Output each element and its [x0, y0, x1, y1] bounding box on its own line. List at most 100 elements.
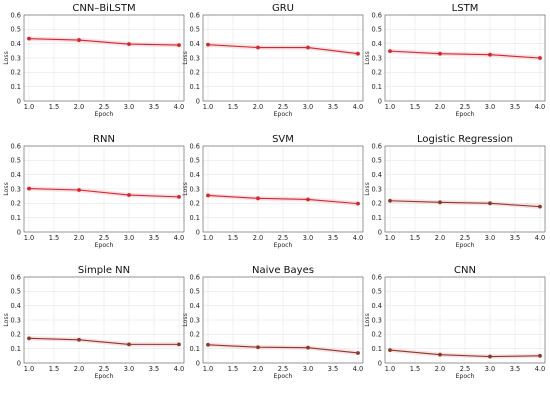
- data-point: [206, 342, 210, 347]
- data-point: [488, 52, 492, 57]
- x-tick-label: 2.0: [74, 234, 85, 242]
- data-point: [256, 196, 260, 201]
- y-tick-label: 0.4: [372, 302, 383, 310]
- y-tick-label: 0: [17, 97, 21, 105]
- data-point: [77, 337, 81, 342]
- x-tick-label: 1.0: [24, 365, 35, 373]
- x-tick-label: 3.5: [149, 234, 160, 242]
- panel-title: LSTM: [452, 3, 479, 14]
- y-tick-label: 0.4: [190, 171, 201, 179]
- y-tick-label: 0.2: [372, 200, 383, 208]
- panel-7: Simple NN 0 0.1 0.2 0.3 0.4 0.5 0.6 1.0 1.5 2.0 2.5…: [3, 265, 185, 380]
- x-tick-label: 3.0: [124, 103, 135, 111]
- x-tick-label: 3.5: [328, 234, 339, 242]
- panel-title: SVM: [272, 134, 294, 145]
- y-tick-label: 0.2: [190, 200, 201, 208]
- series-line: [207, 44, 359, 55]
- x-tick-label: 4.0: [535, 103, 546, 111]
- y-tick-label: 0.1: [11, 345, 22, 353]
- data-point: [488, 354, 492, 359]
- x-tick-label: 2.0: [253, 365, 264, 373]
- axes-frame: [384, 276, 546, 364]
- data-point: [356, 51, 360, 56]
- x-tick-label: 3.0: [303, 103, 314, 111]
- panel-9: CNN 0 0.1 0.2 0.3 0.4 0.5 0.6 1.0 1.5 2.0 2.5 3.0 3.5…: [364, 265, 546, 380]
- y-tick-label: 0.2: [190, 331, 201, 339]
- x-tick-label: 1.0: [203, 234, 214, 242]
- x-tick-label: 2.5: [99, 234, 110, 242]
- series-band: [390, 198, 540, 209]
- y-tick-label: 0: [196, 97, 200, 105]
- x-tick-label: 2.0: [74, 365, 85, 373]
- data-point: [206, 42, 210, 47]
- axes-frame: [384, 14, 546, 102]
- y-tick-label: 0: [17, 359, 21, 367]
- axes-frame: [384, 145, 546, 233]
- y-tick-label: 0.6: [11, 142, 22, 150]
- data-point: [306, 197, 310, 202]
- x-tick-label: 2.5: [278, 103, 289, 111]
- x-axis-label: Epoch: [274, 242, 293, 249]
- series-line: [207, 344, 359, 354]
- data-point: [77, 38, 81, 42]
- x-tick-label: 4.0: [353, 234, 364, 242]
- x-tick-label: 3.0: [485, 365, 496, 373]
- y-tick-label: 0: [196, 228, 200, 236]
- x-tick-label: 3.5: [149, 365, 160, 373]
- x-tick-label: 2.0: [74, 103, 85, 111]
- panel-1: CNN–BiLSTM 0 0.1 0.2 0.3 0.4 0.5 0.6 1.0 1.5 2.0 2.…: [3, 3, 185, 118]
- x-axis-label: Epoch: [274, 373, 293, 380]
- y-tick-label: 0.3: [11, 185, 22, 193]
- y-tick-label: 0: [378, 359, 382, 367]
- y-tick-label: 0.6: [372, 142, 383, 150]
- data-point: [356, 351, 360, 355]
- y-axis-label: Loss: [3, 182, 10, 196]
- x-tick-label: 3.0: [303, 234, 314, 242]
- y-tick-label: 0.1: [11, 83, 22, 91]
- y-axis-label: Loss: [3, 313, 10, 327]
- data-point: [388, 49, 392, 54]
- panel-title: Logistic Regression: [417, 134, 513, 145]
- y-tick-label: 0.1: [372, 214, 383, 222]
- y-tick-label: 0.5: [190, 157, 201, 165]
- x-tick-label: 3.5: [510, 365, 521, 373]
- x-tick-label: 4.0: [174, 103, 185, 111]
- y-axis-label: Loss: [364, 313, 371, 327]
- x-tick-label: 3.5: [328, 103, 339, 111]
- data-point: [538, 353, 542, 358]
- series-band: [208, 42, 358, 56]
- panel-5: SVM 0 0.1 0.2 0.3 0.4 0.5 0.6 1.0 1.5 2.0 2.5 3.0 3.5…: [182, 134, 364, 249]
- data-point: [538, 204, 542, 209]
- y-tick-label: 0.1: [190, 345, 201, 353]
- x-tick-label: 3.5: [510, 234, 521, 242]
- x-axis-label: Epoch: [95, 373, 114, 380]
- data-point: [127, 42, 131, 46]
- y-tick-label: 0.6: [372, 273, 383, 281]
- y-tick-label: 0.2: [372, 331, 383, 339]
- x-tick-label: 1.5: [228, 365, 239, 373]
- y-tick-label: 0.6: [372, 11, 383, 19]
- y-tick-label: 0.5: [190, 26, 201, 34]
- x-tick-label: 2.0: [435, 234, 446, 242]
- x-tick-label: 2.5: [460, 103, 471, 111]
- y-tick-label: 0.2: [11, 331, 22, 339]
- y-axis-label: Loss: [182, 182, 189, 196]
- y-tick-label: 0.3: [372, 316, 383, 324]
- data-point: [256, 45, 260, 50]
- x-tick-label: 2.5: [99, 365, 110, 373]
- data-point: [77, 188, 81, 192]
- x-tick-label: 2.0: [435, 103, 446, 111]
- data-point: [356, 201, 360, 206]
- data-point: [27, 336, 31, 341]
- data-point: [438, 352, 442, 357]
- panel-title: RNN: [93, 134, 115, 145]
- x-tick-label: 3.0: [124, 234, 135, 242]
- series-band: [208, 193, 358, 206]
- x-tick-label: 1.0: [24, 234, 35, 242]
- x-tick-label: 2.5: [99, 103, 110, 111]
- panel-2: GRU 0 0.1 0.2 0.3 0.4 0.5 0.6 1.0 1.5 2.0 2.5 3.0 3.5…: [182, 3, 364, 118]
- series-line: [28, 38, 180, 46]
- panel-3: LSTM 0 0.1 0.2 0.3 0.4 0.5 0.6 1.0 1.5 2.0 2.5 3.0 3.…: [364, 3, 546, 118]
- x-tick-label: 4.0: [174, 234, 185, 242]
- axes-frame: [202, 276, 364, 364]
